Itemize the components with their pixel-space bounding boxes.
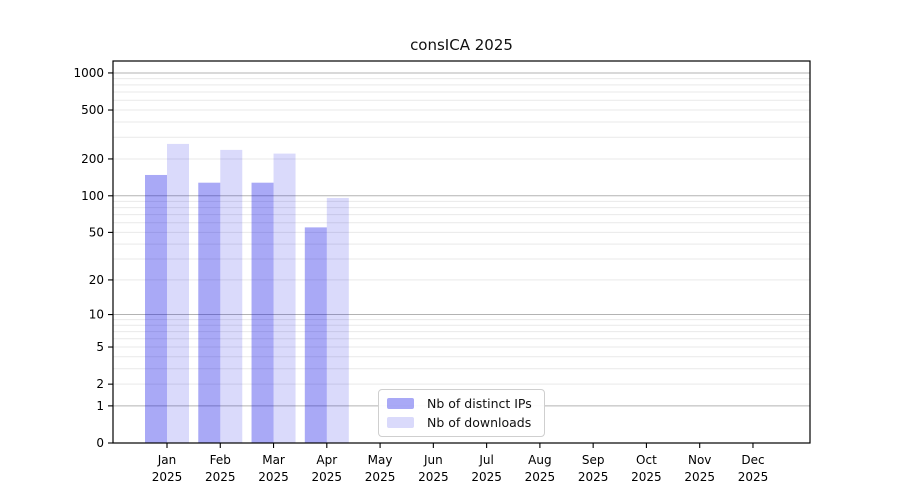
y-tick-label: 500 bbox=[81, 103, 104, 117]
x-tick-label-year: 2025 bbox=[418, 470, 449, 484]
y-tick-label: 0 bbox=[96, 436, 104, 450]
x-tick-label-year: 2025 bbox=[631, 470, 662, 484]
x-tick-label-month: Nov bbox=[688, 453, 711, 467]
x-tick-label-month: Sep bbox=[582, 453, 605, 467]
bar-nb-of-distinct-ips-jan bbox=[145, 174, 167, 443]
bar-nb-of-downloads-jan bbox=[167, 143, 189, 443]
x-tick-label-month: May bbox=[368, 453, 393, 467]
x-tick-label-month: Jun bbox=[423, 453, 443, 467]
x-tick-label-year: 2025 bbox=[578, 470, 609, 484]
y-tick-label: 5 bbox=[96, 340, 104, 354]
x-tick-label-month: Mar bbox=[262, 453, 285, 467]
plot-frame bbox=[112, 60, 811, 444]
x-tick-label-year: 2025 bbox=[684, 470, 715, 484]
chart-title: consICA 2025 bbox=[410, 36, 513, 54]
legend-label-distinct-ips: Nb of distinct IPs bbox=[427, 396, 532, 412]
x-tick-label-year: 2025 bbox=[525, 470, 556, 484]
y-tick-label: 1000 bbox=[73, 66, 104, 80]
x-tick-label-month: Oct bbox=[636, 453, 657, 467]
x-tick-label-year: 2025 bbox=[258, 470, 289, 484]
x-tick-label-month: Jan bbox=[157, 453, 177, 467]
legend-label-downloads: Nb of downloads bbox=[427, 414, 532, 430]
y-tick-label: 2 bbox=[96, 377, 104, 391]
y-tick-label: 10 bbox=[89, 308, 104, 322]
bar-nb-of-downloads-mar bbox=[273, 153, 296, 444]
legend: Nb of distinct IPs Nb of downloads bbox=[378, 389, 545, 437]
x-tick-label-year: 2025 bbox=[312, 470, 343, 484]
x-tick-label-year: 2025 bbox=[152, 470, 183, 484]
bar-nb-of-distinct-ips-apr bbox=[304, 227, 327, 443]
bar-nb-of-distinct-ips-mar bbox=[251, 182, 274, 443]
x-tick-label-month: Jul bbox=[478, 453, 493, 467]
legend-swatch-downloads-icon bbox=[387, 416, 414, 428]
y-tick-label: 100 bbox=[81, 189, 104, 203]
x-tick-label-year: 2025 bbox=[365, 470, 396, 484]
y-tick-label: 20 bbox=[89, 273, 104, 287]
y-tick-label: 50 bbox=[89, 225, 104, 239]
legend-item-distinct-ips: Nb of distinct IPs bbox=[387, 396, 536, 411]
x-tick-label-month: Dec bbox=[741, 453, 764, 467]
x-tick-label-year: 2025 bbox=[205, 470, 236, 484]
legend-item-downloads: Nb of downloads bbox=[387, 415, 536, 430]
y-tick-label: 1 bbox=[96, 399, 104, 413]
x-tick-label-month: Feb bbox=[210, 453, 231, 467]
x-tick-label-month: Apr bbox=[316, 453, 337, 467]
bar-nb-of-downloads-feb bbox=[220, 149, 243, 443]
x-tick-label-year: 2025 bbox=[471, 470, 502, 484]
y-tick-label: 200 bbox=[81, 152, 104, 166]
bar-nb-of-downloads-apr bbox=[326, 197, 349, 443]
bar-nb-of-distinct-ips-feb bbox=[198, 182, 221, 443]
x-tick-label-month: Aug bbox=[528, 453, 551, 467]
x-tick-label-year: 2025 bbox=[738, 470, 769, 484]
legend-swatch-distinct-ips-icon bbox=[387, 398, 414, 410]
